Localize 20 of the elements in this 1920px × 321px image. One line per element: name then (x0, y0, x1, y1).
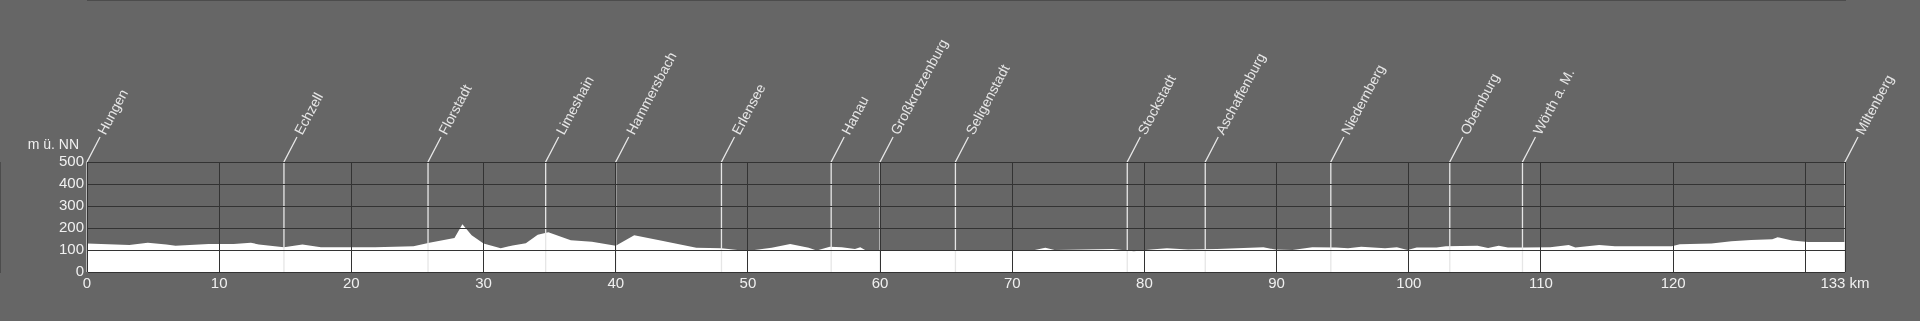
x-tick-label: 60 (871, 274, 889, 292)
y-tick-label: 0 (75, 262, 84, 280)
y-tick-label: 300 (58, 196, 84, 214)
x-tick-label: 10 (210, 274, 228, 292)
x-tick-label: 110 (1529, 274, 1553, 292)
x-tick-label: 40 (607, 274, 625, 292)
x-tick-label: 120 (1660, 274, 1686, 292)
x-tick-label: 90 (1268, 274, 1285, 292)
y-tick-label: 200 (58, 218, 84, 236)
x-tick-label: 80 (1136, 274, 1153, 292)
y-axis-title: m ü. NN (27, 135, 79, 152)
x-tick-label: 100 (1396, 274, 1422, 292)
x-tick-label: 70 (1003, 274, 1021, 292)
y-tick-label: 100 (58, 240, 84, 258)
y-tick-label: 500 (58, 152, 84, 170)
x-tick-label: 30 (475, 274, 492, 292)
x-tick-label: 20 (343, 274, 360, 292)
x-tick-label: 133 km (1820, 274, 1870, 292)
y-tick-label: 400 (58, 174, 84, 192)
x-tick-label: 50 (739, 274, 757, 292)
